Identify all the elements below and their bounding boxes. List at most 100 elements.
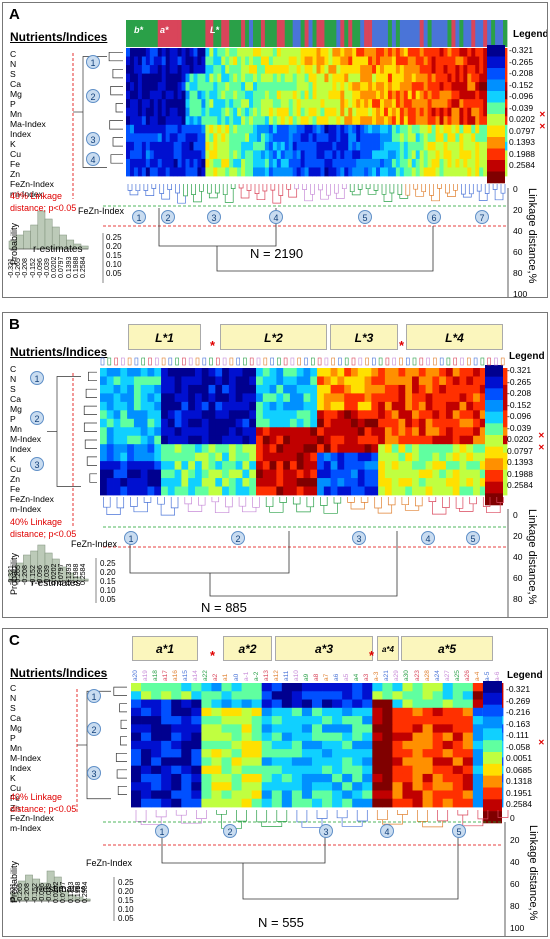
heatmap-cell [201, 368, 209, 377]
row-label: FeZn-Index [10, 494, 54, 504]
heatmap-cell [191, 740, 202, 750]
heatmap-cell [352, 124, 357, 134]
heatmap-cell [284, 56, 290, 66]
heatmap-cell [181, 683, 192, 692]
row-labels: C N S Ca Mg P Mn M-Index Index K Cu Zn Fe FeZn-Index m… [10, 365, 54, 515]
row-label: N [10, 59, 17, 69]
heatmap-cell [473, 376, 481, 386]
heatmap-cell [189, 56, 194, 66]
heatmap-cell [181, 90, 186, 100]
heatmap-cell [412, 757, 423, 767]
heatmap-cell [340, 73, 345, 83]
heatmap [131, 683, 504, 808]
heatmap-cell [208, 469, 216, 479]
heatmap-cell [412, 749, 423, 758]
heatmap-cell [303, 427, 311, 437]
heatmap-cell [228, 401, 237, 411]
heatmap-cell [350, 384, 359, 394]
heatmap-cell [317, 444, 325, 454]
dendrogram-link [304, 189, 313, 202]
heatmap-cell [503, 158, 508, 168]
heatmap-cell [435, 73, 440, 83]
heatmap-cell [324, 133, 329, 143]
heatmap-cell [317, 410, 325, 420]
hist-caption: r-estimates [36, 884, 86, 895]
heatmap-cell [280, 124, 286, 134]
heatmap-cell [332, 107, 337, 117]
heatmap-cell [500, 469, 508, 479]
heatmap-cell [181, 124, 186, 134]
heatmap-cell [167, 486, 176, 496]
row-label: N [10, 374, 17, 384]
heatmap-cell [452, 716, 464, 725]
heatmap-cell [395, 65, 401, 74]
dendrogram-link [113, 686, 127, 696]
heatmap-cell [133, 444, 142, 454]
heatmap-cell [188, 384, 196, 394]
heatmap-cell [412, 773, 423, 783]
heatmap-cell [261, 691, 273, 700]
heatmap-cell [503, 48, 508, 57]
heatmap-cell [371, 393, 379, 403]
heatmap-cell [387, 124, 393, 134]
heatmap-cell [272, 90, 278, 100]
heatmap-cell [189, 107, 194, 117]
heatmap-cell [384, 469, 393, 479]
heatmap-cell [412, 782, 423, 791]
heatmap-cell [310, 427, 318, 437]
heatmap-cell [167, 444, 176, 454]
heatmap-cell [272, 65, 278, 74]
heatmap-cell [161, 732, 172, 742]
heatmap-cell [405, 461, 413, 470]
heatmap-cell [147, 418, 155, 428]
dendrogram-link [387, 497, 396, 506]
heatmap-cell [157, 90, 163, 100]
heatmap-cell [181, 716, 192, 725]
column-label-mark [277, 357, 281, 366]
heatmap-cell [439, 435, 447, 445]
heatmap-cell [251, 773, 263, 783]
heatmap-cell [439, 56, 444, 66]
heatmap-cell [412, 410, 420, 420]
heatmap-cell [157, 99, 163, 109]
heatmap-cell [452, 461, 460, 470]
heatmap-cell [161, 82, 167, 92]
heatmap-cell [100, 401, 108, 411]
heatmap-cell [467, 167, 472, 177]
heatmap-cell [249, 48, 254, 57]
heatmap-cell [209, 90, 214, 100]
heatmap-cell [181, 158, 186, 168]
column-label: a-2 [252, 671, 260, 681]
heatmap-cell [165, 73, 171, 83]
column-label-mark [317, 357, 322, 366]
heatmap-cell [372, 716, 383, 725]
heatmap-cell [336, 56, 341, 66]
heatmap-cell [362, 740, 373, 750]
column-label: a17 [162, 670, 170, 681]
heatmap-cell [261, 749, 273, 758]
heatmap-cell [344, 150, 349, 160]
heatmap-cell [161, 724, 172, 733]
heatmap-cell [391, 150, 397, 160]
column-label: a12 [272, 670, 280, 681]
heatmap-cell [126, 167, 131, 177]
heatmap-cell [503, 73, 508, 83]
heatmap-cell [439, 376, 447, 386]
color-bar-segment [181, 20, 186, 47]
histogram-tick: 0.1988 [74, 881, 82, 903]
heatmap-cell [415, 90, 421, 100]
heatmap-cell [356, 48, 361, 57]
dendrogram-link [306, 497, 315, 508]
legend-value: 0.0797 [509, 125, 535, 136]
column-label-mark [419, 357, 424, 366]
dendrogram-link [85, 388, 97, 398]
heatmap-cell [328, 141, 333, 151]
heatmap-cell [129, 124, 135, 134]
panel-c-graphics [10, 681, 509, 936]
heatmap-cell [462, 773, 474, 783]
heatmap-cell [264, 133, 270, 143]
dendrogram-link [83, 405, 97, 415]
heatmap-cell [113, 486, 121, 496]
heatmap-cell [303, 384, 311, 394]
heatmap-cell [332, 141, 337, 151]
